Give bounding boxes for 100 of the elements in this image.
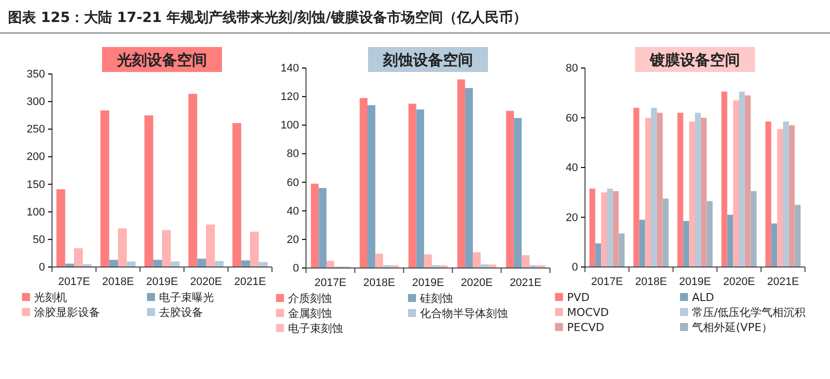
bar (416, 109, 424, 268)
bar (118, 228, 127, 267)
bar (375, 254, 384, 268)
legend-label: 硅刻蚀 (419, 292, 453, 305)
text: 图表 125：大陆 17-21 年规划产线带来光刻/刻蚀/镀膜设备市场空间（亿人民币） (8, 9, 527, 26)
x-tick-label: 2021E (510, 276, 542, 289)
bar (689, 121, 695, 267)
bar (794, 204, 801, 267)
legend-label: 涂胶显影设备 (34, 306, 100, 319)
y-tick-label: 60 (286, 176, 299, 189)
legend-label: ALD (692, 291, 714, 304)
bar (727, 214, 734, 267)
y-tick-label: 350 (26, 68, 45, 81)
bar (771, 223, 778, 267)
legend-label: PVD (567, 291, 590, 304)
bar (310, 184, 319, 268)
y-tick-label: 100 (26, 206, 45, 218)
bar (457, 79, 466, 268)
bar (639, 220, 646, 267)
bar (695, 112, 701, 267)
bar (250, 232, 259, 267)
bar (109, 260, 118, 267)
y-tick-label: 0 (292, 262, 299, 275)
x-tick-label: 2021E (767, 276, 799, 288)
bar (74, 248, 83, 267)
bar (56, 189, 66, 267)
y-tick-label: 40 (566, 162, 578, 174)
bar (739, 92, 745, 267)
bar (607, 188, 613, 267)
bar (153, 260, 162, 267)
chart-title: 刻蚀设备空间 (382, 51, 473, 69)
bar (595, 243, 602, 267)
y-tick-label: 80 (286, 148, 299, 160)
bar (651, 108, 657, 267)
bar (367, 105, 376, 268)
x-tick-label: 2020E (190, 276, 222, 288)
bar (100, 110, 110, 267)
x-tick-label: 2018E (635, 276, 667, 288)
bar (733, 100, 739, 267)
bar (765, 121, 772, 267)
y-tick-label: 200 (26, 151, 45, 164)
x-tick-label: 2017E (58, 276, 90, 288)
bar (656, 112, 663, 267)
y-tick-label: 60 (566, 112, 578, 124)
x-tick-label: 2019E (146, 276, 178, 288)
legend-label: 光刻机 (34, 291, 67, 304)
y-tick-label: 0 (38, 262, 45, 274)
y-tick-label: 0 (572, 262, 578, 274)
bar (408, 104, 416, 268)
y-tick-label: 20 (286, 234, 299, 246)
legend-label: 气相外延(VPE） (692, 321, 772, 334)
bar (197, 258, 206, 267)
bar (522, 255, 530, 268)
legend-label: 介质刻蚀 (288, 292, 332, 305)
bar (206, 224, 215, 267)
y-tick-label: 20 (566, 212, 578, 224)
x-tick-label: 2020E (460, 276, 493, 289)
x-tick-label: 2017E (314, 276, 346, 289)
x-tick-label: 2018E (102, 276, 134, 288)
legend-label: PECVD (567, 321, 604, 334)
bar (360, 98, 368, 268)
bar (662, 198, 669, 267)
bar (706, 201, 713, 267)
bar (144, 115, 154, 267)
x-tick-label: 2018E (363, 276, 396, 289)
x-tick-label: 2020E (723, 276, 755, 288)
y-tick-label: 300 (26, 96, 45, 108)
bar (633, 108, 640, 267)
bar (744, 95, 751, 267)
y-tick-label: 250 (26, 124, 45, 136)
bar (465, 88, 473, 268)
bar (424, 254, 432, 268)
bar (65, 264, 74, 267)
x-tick-label: 2019E (679, 276, 711, 288)
legend-label: 化合物半导体刻蚀 (420, 307, 508, 320)
x-tick-label: 2017E (591, 276, 623, 288)
y-tick-label: 40 (286, 205, 299, 218)
bar (514, 118, 522, 268)
y-tick-label: 140 (280, 62, 299, 75)
bar (530, 265, 538, 268)
legend-label: 电子束曝光 (159, 291, 214, 304)
bar (783, 121, 789, 267)
bar (777, 128, 783, 267)
x-tick-label: 2021E (234, 276, 266, 288)
bar (440, 265, 448, 268)
bar (383, 265, 391, 268)
bar (326, 260, 334, 268)
chart-title: 镀膜设备空间 (649, 51, 740, 69)
y-tick-label: 100 (280, 120, 299, 132)
y-tick-label: 50 (32, 234, 45, 246)
bar (472, 252, 481, 268)
bar (683, 220, 690, 267)
x-tick-label: 2019E (412, 276, 444, 289)
bar (677, 112, 684, 267)
bar (700, 118, 707, 267)
y-tick-label: 120 (280, 91, 299, 104)
legend-label: 去胶设备 (159, 306, 203, 319)
bar (601, 192, 607, 267)
bar (318, 188, 326, 268)
legend-label: MOCVD (567, 306, 609, 319)
